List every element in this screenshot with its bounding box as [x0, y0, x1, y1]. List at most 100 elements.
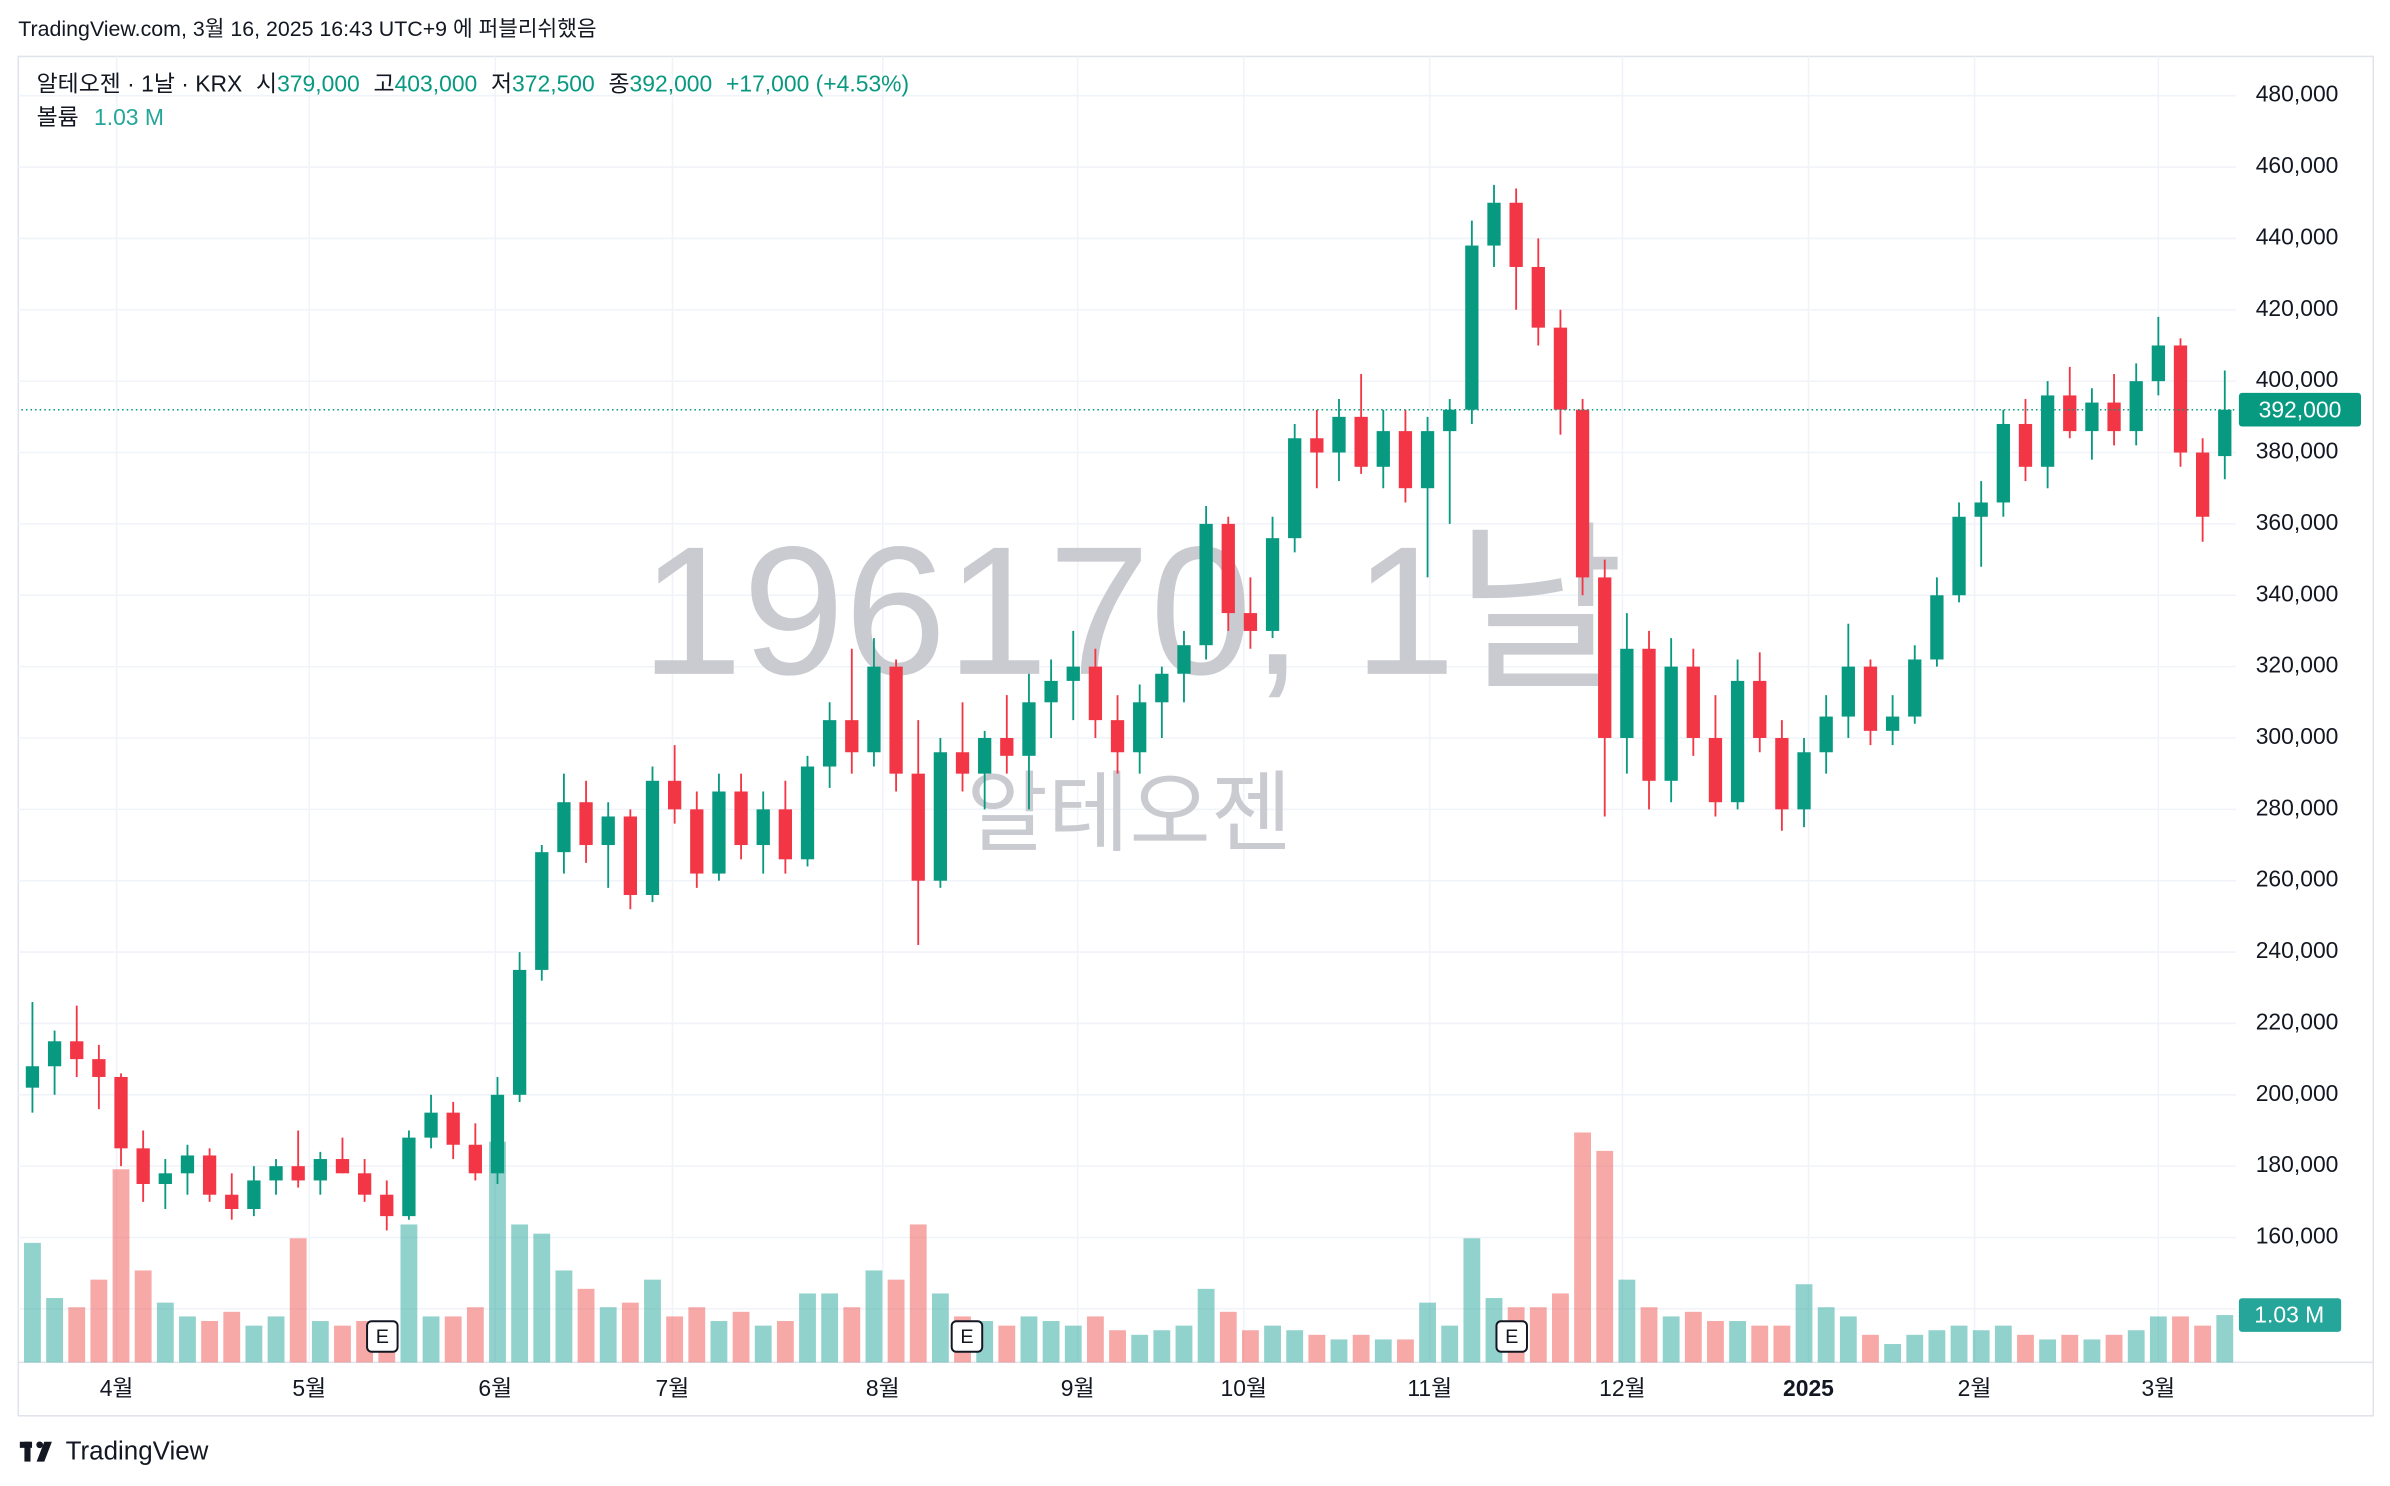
x-tick-label: 12월 [1599, 1375, 1646, 1401]
y-tick-label: 160,000 [2256, 1223, 2339, 1249]
candle-body [955, 752, 970, 774]
y-tick-label: 320,000 [2256, 652, 2339, 678]
candle-body [1730, 680, 1745, 803]
candle-body [490, 1094, 505, 1174]
y-tick-label: 220,000 [2256, 1008, 2339, 1034]
candle-body [1022, 702, 1036, 756]
candle-body [202, 1155, 217, 1195]
volume-bar [1064, 1325, 1082, 1363]
candle-body [1310, 438, 1324, 453]
volume-bar [400, 1224, 418, 1363]
candle-body [335, 1159, 350, 1174]
y-tick-label: 200,000 [2256, 1080, 2339, 1106]
volume-bar [1308, 1334, 1326, 1363]
volume-bar [1109, 1330, 1126, 1363]
volume-bar [1042, 1321, 1060, 1363]
legend-symbol: 알테오젠 · 1날 · KRX [37, 70, 243, 96]
event-label: E [960, 1326, 973, 1348]
brand-logo [19, 1441, 52, 1462]
candle-body [1376, 431, 1390, 467]
volume-bar [533, 1233, 551, 1363]
y-tick-label: 380,000 [2256, 438, 2339, 464]
candle-body [1974, 502, 1988, 517]
candle-body [1575, 409, 1590, 578]
candle-body [823, 720, 837, 767]
volume-bar [577, 1288, 595, 1363]
candle-body [1841, 666, 1855, 717]
candle-body [1000, 737, 1014, 756]
volume-bar [1729, 1321, 1747, 1363]
volume-bar [1020, 1316, 1038, 1363]
candle-body [225, 1194, 239, 1209]
candle-body [269, 1166, 283, 1181]
candle-body [2018, 423, 2033, 467]
volume-bar [1751, 1325, 1769, 1363]
volume-bar [666, 1316, 684, 1363]
candle-body [911, 773, 925, 881]
candle-body [1708, 737, 1723, 803]
volume-bar [754, 1325, 772, 1363]
candle-body [1620, 648, 1634, 738]
candle-body [70, 1041, 84, 1060]
candle-body [25, 1066, 40, 1088]
last-price-tag [2238, 392, 2362, 427]
y-tick-label: 400,000 [2256, 366, 2339, 392]
x-tick-label: 5월 [292, 1375, 326, 1401]
candle-body [2173, 345, 2188, 453]
candle-body [1398, 431, 1413, 489]
candle-body [1885, 716, 1900, 731]
volume-layer [24, 1132, 2234, 1363]
candle-body [2195, 452, 2210, 517]
candle-body [247, 1180, 261, 1209]
volume-bar [776, 1321, 794, 1363]
legend-volume-value: 1.03 M [94, 104, 164, 130]
volume-bar [334, 1325, 351, 1363]
volume-bar [909, 1224, 927, 1363]
x-tick-label: 11월 [1407, 1375, 1452, 1401]
candle-body [357, 1173, 372, 1195]
volume-bar [466, 1307, 484, 1363]
volume-bar [2149, 1316, 2167, 1363]
legend-key: 종 [609, 70, 630, 96]
candle-body [1996, 423, 2010, 503]
candle-body [734, 791, 748, 846]
volume-bar [1463, 1238, 1481, 1363]
volume-bar [710, 1321, 728, 1363]
volume-bar [1441, 1325, 1459, 1363]
candle-body [535, 852, 549, 970]
candle-body [1465, 245, 1479, 410]
event-marker [366, 1320, 399, 1353]
candle-body [1110, 720, 1125, 753]
candle-body [468, 1144, 482, 1174]
volume-bar [46, 1298, 63, 1363]
legend-volume: 볼륨 1.03 M [37, 104, 164, 130]
y-tick-label: 300,000 [2256, 723, 2339, 749]
volume-bar [156, 1302, 174, 1363]
candle-body [1819, 716, 1833, 753]
volume-bar [1662, 1316, 1680, 1363]
volume-bar [998, 1325, 1016, 1363]
volume-bar [821, 1293, 839, 1363]
y-tick-label: 260,000 [2256, 866, 2339, 892]
candle-body [2085, 402, 2099, 432]
candle-body [800, 766, 815, 860]
candle-body [1199, 523, 1213, 646]
candle-body [1354, 416, 1368, 467]
volume-bar [1241, 1330, 1259, 1363]
volume-bar [267, 1316, 285, 1363]
y-tick-label: 340,000 [2256, 580, 2339, 606]
volume-bar [1552, 1293, 1569, 1363]
candle-body [1509, 202, 1523, 267]
x-tick-label: 6월 [478, 1375, 512, 1401]
volume-bar [1175, 1325, 1193, 1363]
legend-line: 알테오젠 · 1날 · KRX 시379,000 고403,000 저372,500 종… [37, 70, 910, 96]
candle-body [1066, 666, 1080, 681]
volume-bar [1862, 1334, 1879, 1363]
volume-bar [90, 1279, 108, 1363]
candle-body [978, 737, 992, 774]
legend-change: +17,000 (+4.53%) [726, 70, 909, 96]
candle-body [2063, 395, 2077, 432]
candle-body [645, 780, 660, 895]
